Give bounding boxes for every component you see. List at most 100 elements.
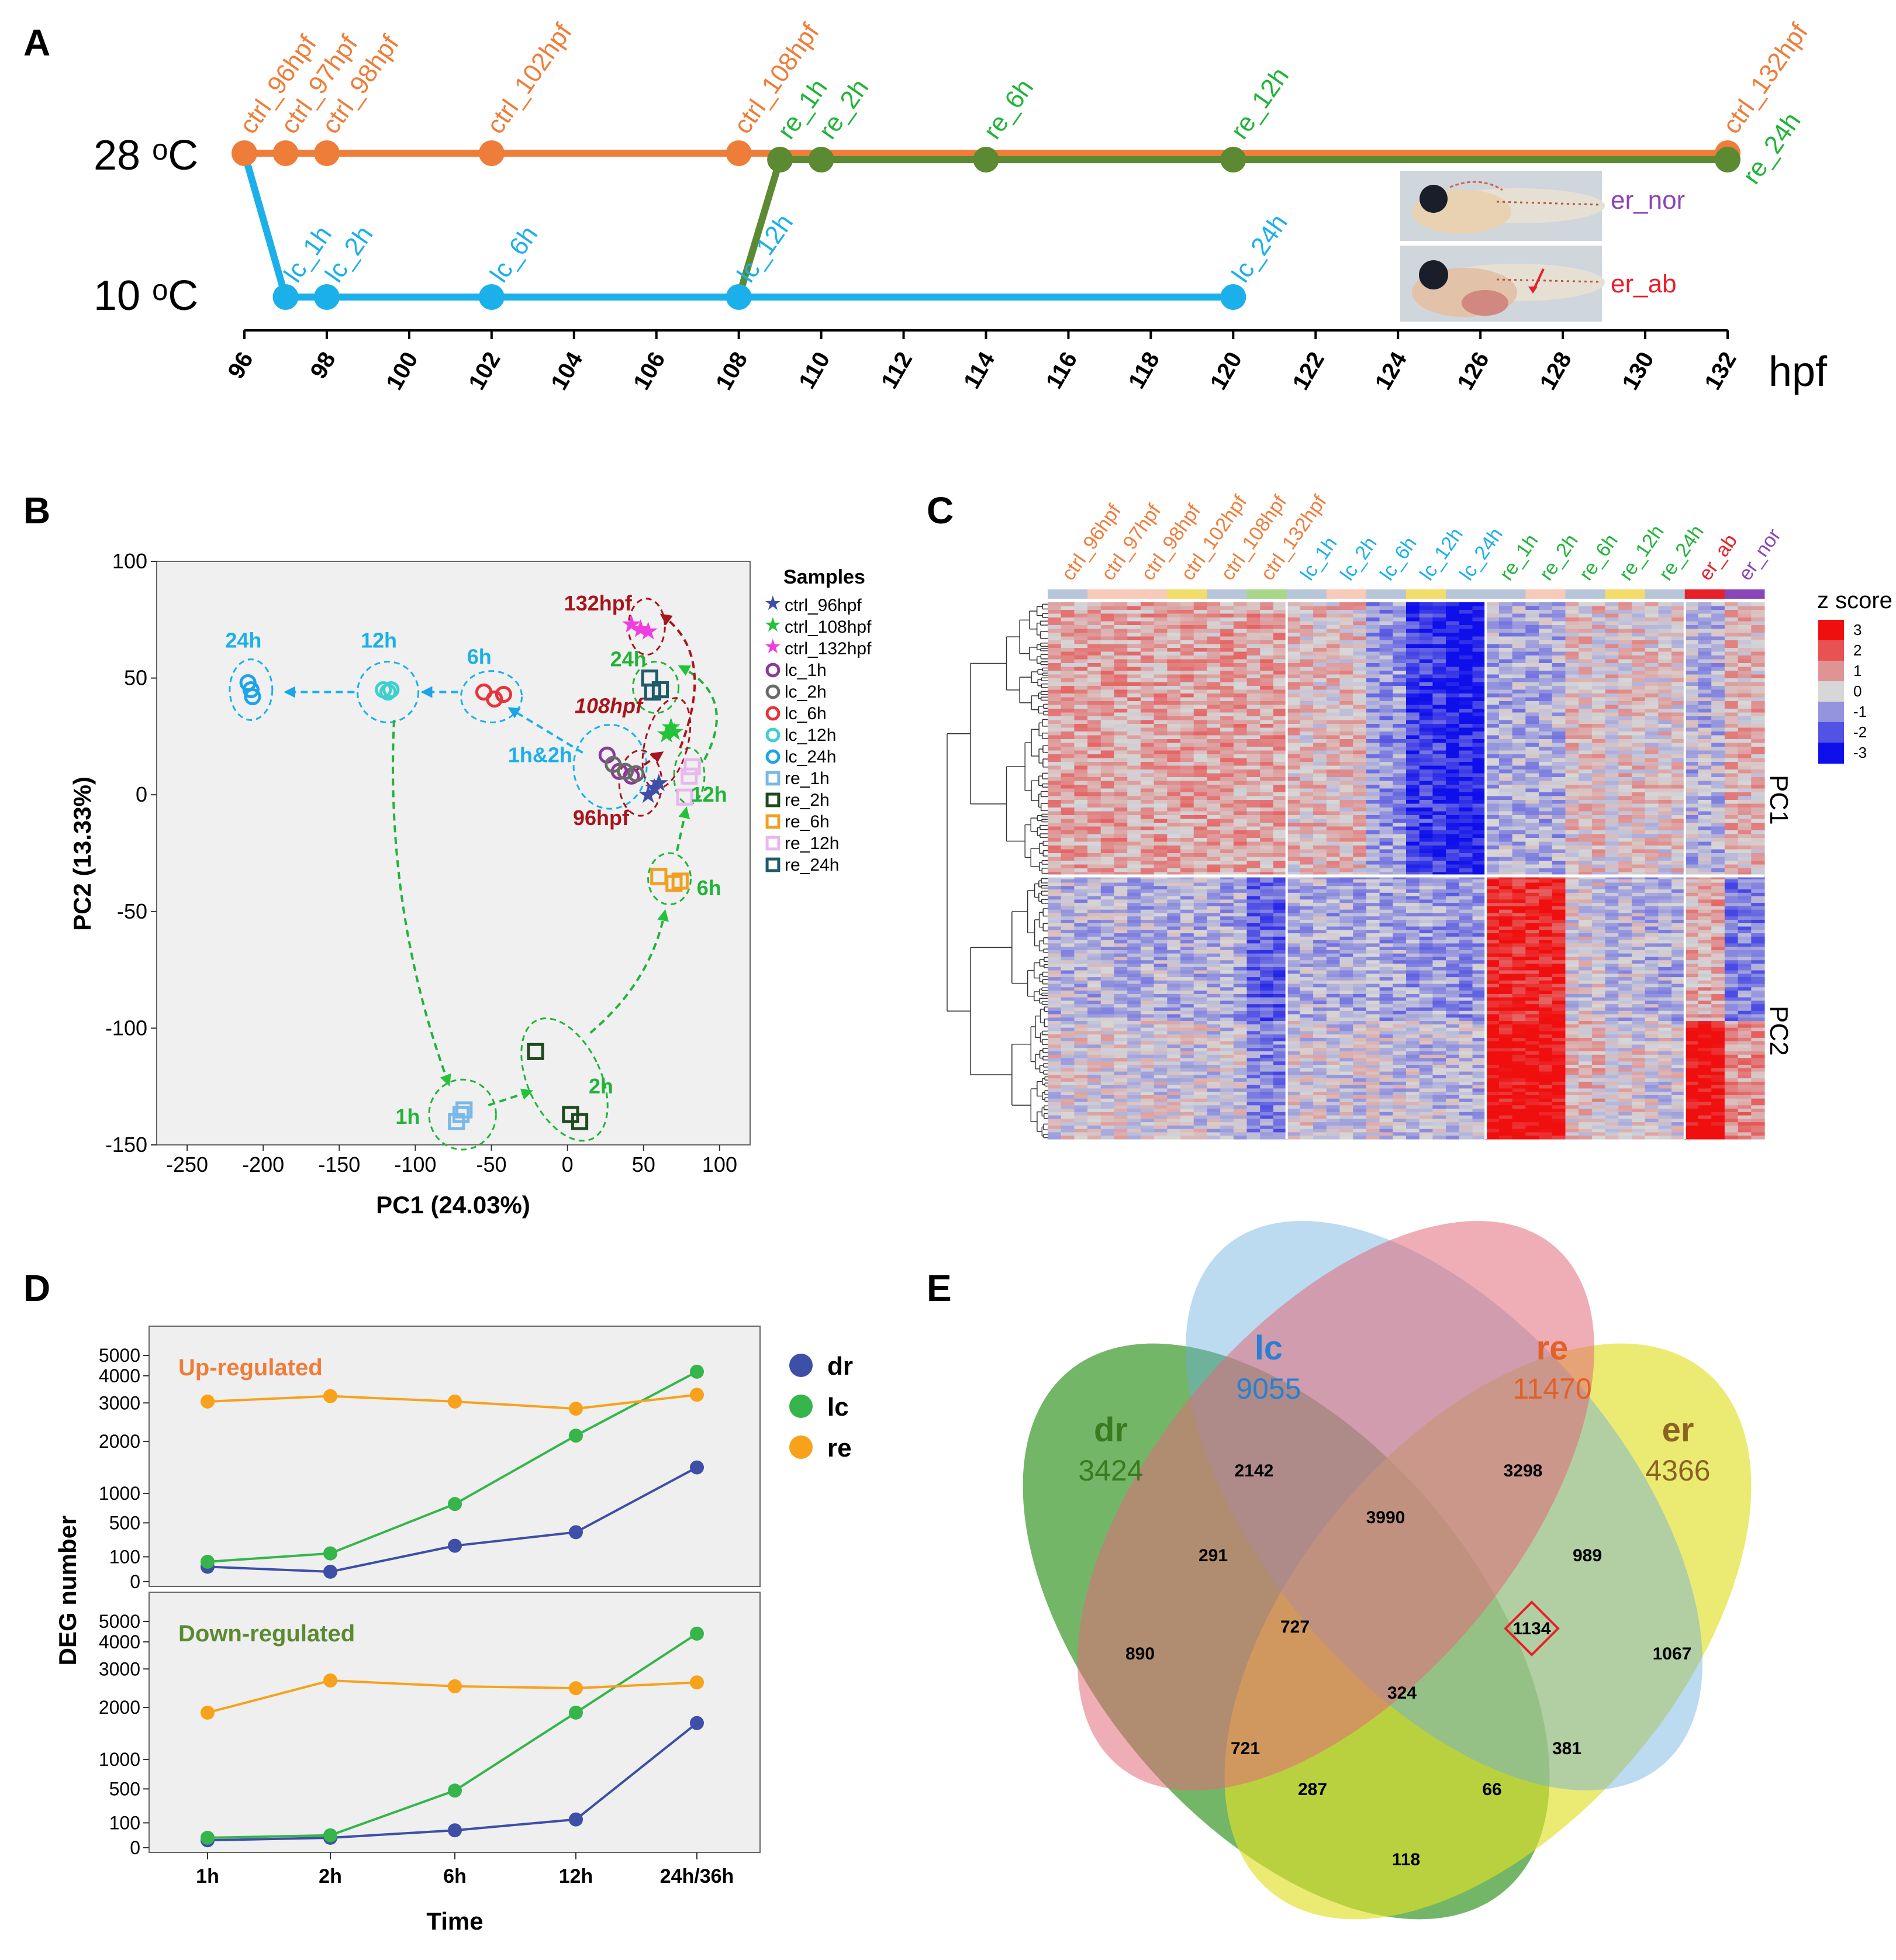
heat-cell xyxy=(1432,678,1446,682)
heat-cell xyxy=(1141,861,1154,865)
heat-cell xyxy=(1300,705,1313,709)
heat-cell xyxy=(1725,678,1738,682)
heat-cell xyxy=(1327,675,1340,679)
heat-cell xyxy=(1180,879,1194,883)
heat-cell xyxy=(1154,698,1168,702)
heat-cell xyxy=(1180,686,1194,690)
heat-cell xyxy=(1751,846,1764,850)
heat-cell xyxy=(1446,812,1459,816)
heat-cell xyxy=(1711,769,1725,774)
heat-cell xyxy=(1167,663,1180,667)
heat-cell xyxy=(1486,633,1499,637)
pca-point-star: ★ xyxy=(764,636,782,658)
heat-cell xyxy=(1339,785,1353,789)
heat-cell xyxy=(1525,614,1539,618)
heat-cell xyxy=(1234,644,1247,648)
heat-cell xyxy=(1087,724,1101,728)
heat-cell xyxy=(1579,655,1592,660)
heat-cell xyxy=(1339,774,1353,778)
heat-cell xyxy=(1565,792,1579,796)
heat-cell xyxy=(1486,868,1499,872)
heat-cell xyxy=(1565,693,1579,698)
heat-cell xyxy=(1406,637,1420,641)
heat-cell xyxy=(1711,728,1725,732)
heat-cell xyxy=(1539,736,1552,740)
heat-cell xyxy=(1446,731,1459,736)
heat-cell xyxy=(1339,754,1353,758)
heat-cell xyxy=(1698,868,1711,872)
heat-cell xyxy=(1380,830,1393,834)
heat-cell xyxy=(1339,716,1353,720)
heat-cell xyxy=(1420,698,1433,702)
heat-cell xyxy=(1685,724,1698,728)
heat-cell xyxy=(1141,751,1154,755)
heat-cell xyxy=(1048,736,1061,740)
x-tick-label: -50 xyxy=(476,1152,507,1176)
heat-cell xyxy=(1738,850,1752,854)
heat-cell xyxy=(1087,625,1101,629)
heat-cell xyxy=(1353,736,1366,740)
heat-cell xyxy=(1406,640,1420,644)
heat-cell xyxy=(1539,690,1552,694)
heat-cell xyxy=(1645,789,1659,793)
heat-cell xyxy=(1725,701,1738,705)
heat-cell xyxy=(1432,644,1446,648)
heat-cell xyxy=(1632,785,1645,789)
heat-cell xyxy=(1473,893,1486,896)
heat-cell xyxy=(1579,614,1592,618)
annotation-bar-cell xyxy=(1207,589,1247,599)
heat-cell xyxy=(1353,883,1366,886)
heat-cell xyxy=(1393,766,1406,770)
heat-cell xyxy=(1101,693,1114,698)
heat-cell xyxy=(1592,622,1605,626)
time-tick-label: 106 xyxy=(628,348,670,395)
heat-cell xyxy=(1061,682,1075,686)
heat-cell xyxy=(1406,629,1420,633)
heat-cell xyxy=(1605,655,1619,660)
heat-cell xyxy=(1393,879,1406,883)
heat-cell xyxy=(1420,716,1433,720)
heat-cell xyxy=(1393,686,1406,690)
heat-cell xyxy=(1459,701,1473,705)
pca-point-star: ★ xyxy=(637,617,659,645)
heat-cell xyxy=(1645,736,1659,740)
heat-cell xyxy=(1685,769,1698,774)
heat-cell xyxy=(1141,701,1154,705)
heat-cell xyxy=(1353,893,1366,896)
heat-cell xyxy=(1366,625,1380,629)
heat-cell xyxy=(1273,777,1287,781)
heat-cell xyxy=(1459,731,1473,736)
heat-cell xyxy=(1632,671,1645,675)
heat-cell xyxy=(1432,602,1446,606)
heat-cell xyxy=(1473,682,1486,686)
heat-cell xyxy=(1366,827,1380,831)
heat-cell xyxy=(1167,622,1180,626)
heat-cell xyxy=(1101,655,1114,660)
heat-cell xyxy=(1698,660,1711,664)
heat-cell xyxy=(1406,667,1420,671)
heat-cell xyxy=(1579,652,1592,656)
heat-cell xyxy=(1180,606,1194,610)
heat-cell xyxy=(1499,861,1512,865)
heat-cell xyxy=(1658,857,1671,861)
heat-cell xyxy=(1658,625,1671,629)
heat-cell xyxy=(1207,693,1220,698)
heat-cell xyxy=(1234,629,1247,633)
heat-cell xyxy=(1525,736,1539,740)
heat-cell xyxy=(1406,754,1420,758)
heat-cell xyxy=(1525,766,1539,770)
heat-cell xyxy=(1698,838,1711,842)
heat-cell xyxy=(1539,667,1552,671)
heat-cell xyxy=(1751,808,1764,812)
heat-cell xyxy=(1393,675,1406,679)
heat-cell xyxy=(1446,716,1459,720)
heat-cell xyxy=(1273,812,1287,816)
heat-cell xyxy=(1711,701,1725,705)
heat-cell xyxy=(1114,622,1128,626)
heat-cell xyxy=(1234,792,1247,796)
heat-cell xyxy=(1313,865,1327,869)
heat-cell xyxy=(1300,637,1313,641)
heat-cell xyxy=(1061,865,1075,869)
heat-cell xyxy=(1473,868,1486,872)
heat-cell xyxy=(1287,693,1300,698)
